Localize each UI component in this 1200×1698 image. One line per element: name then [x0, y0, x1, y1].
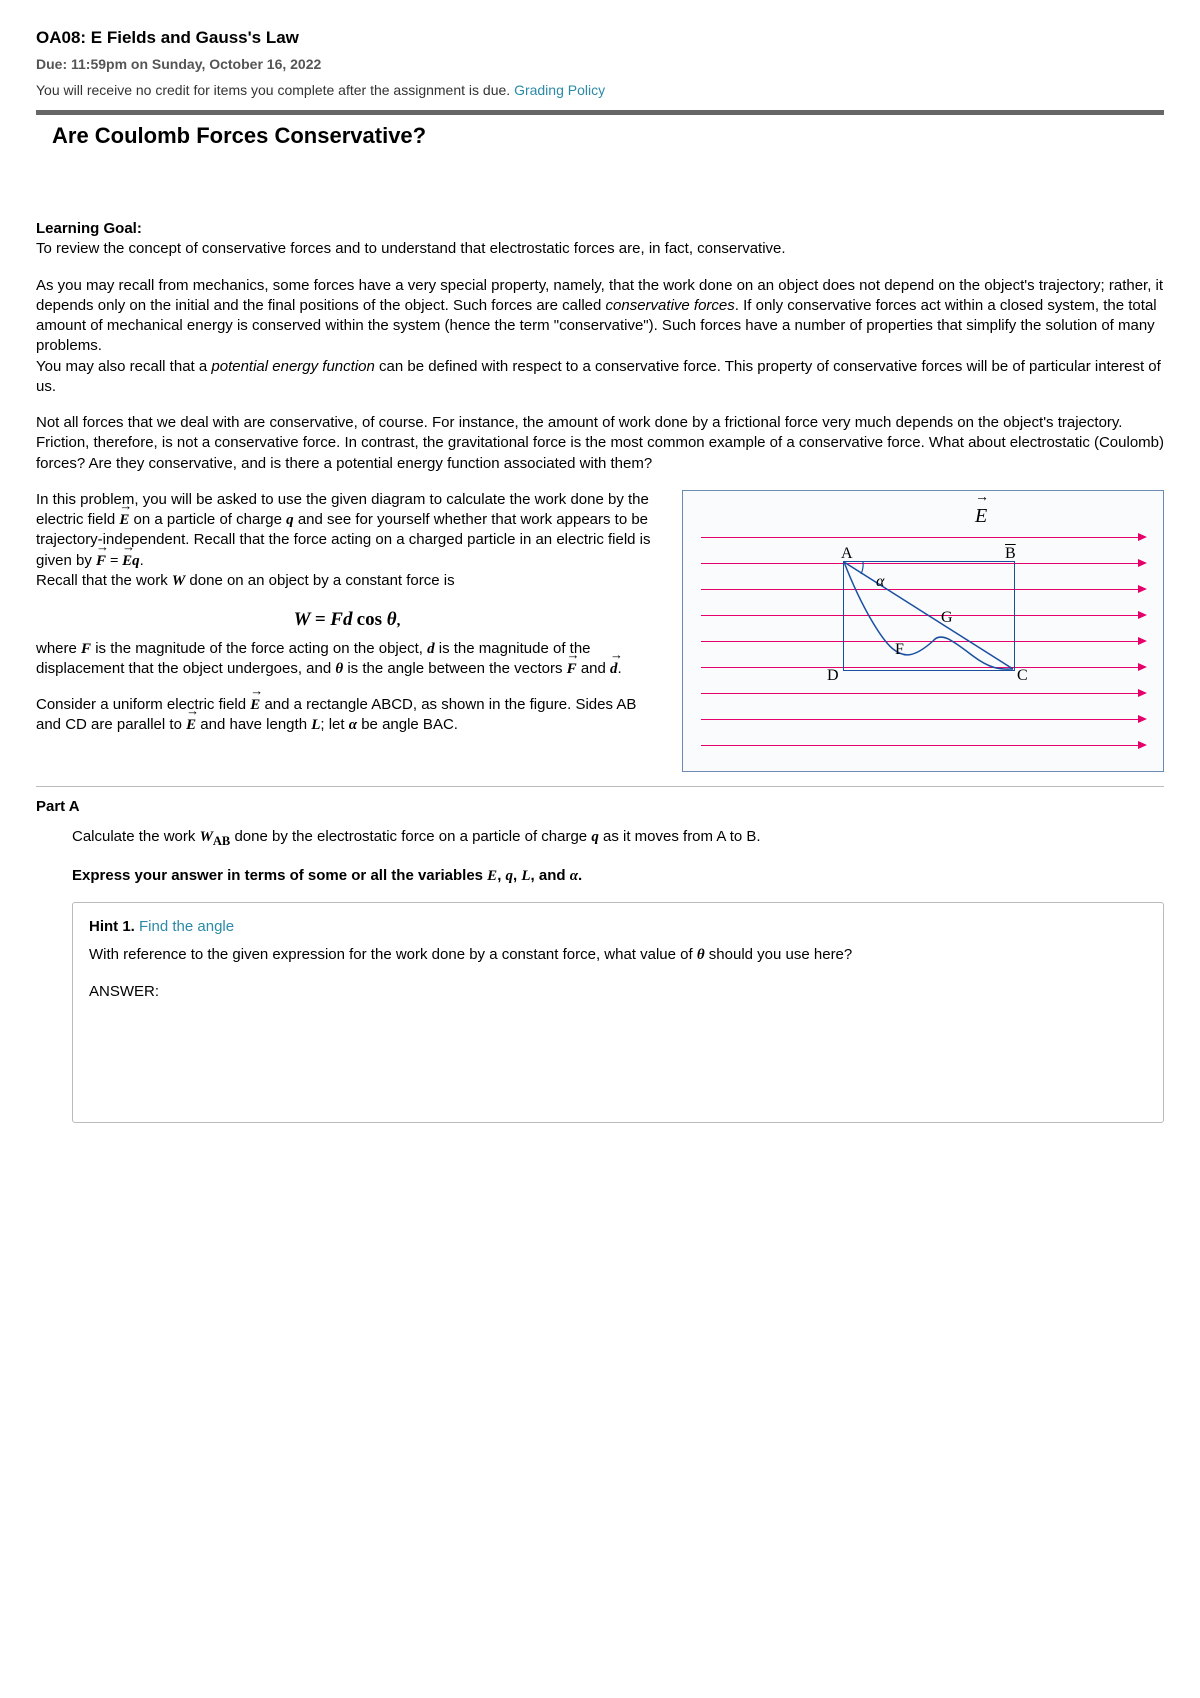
var-F: F — [81, 641, 91, 657]
field-diagram: E A B — [682, 490, 1164, 772]
credit-text: You will receive no credit for items you… — [36, 82, 514, 98]
var-theta: θ — [335, 661, 343, 677]
text: is the angle between the vectors — [343, 660, 566, 677]
section-divider — [36, 110, 1164, 115]
work-formula: W = Fd cos θ, — [36, 607, 658, 633]
label-C: C — [1017, 665, 1028, 687]
var-W: W — [172, 573, 185, 589]
em-conservative: conservative forces — [606, 297, 735, 314]
text: . — [618, 660, 622, 677]
learning-goal: Learning Goal: To review the concept of … — [36, 219, 1164, 260]
text: be angle BAC. — [357, 716, 458, 733]
var-W: W — [294, 609, 311, 630]
hint-number: Hint 1. — [89, 918, 135, 935]
answer-label: ANSWER: — [89, 982, 1147, 1002]
paragraph-4: where F is the magnitude of the force ac… — [36, 639, 658, 680]
text: Consider a uniform electric field — [36, 696, 250, 713]
text: done on an object by a constant force is — [185, 572, 454, 589]
var-F: F — [567, 659, 577, 679]
paragraph-2: Not all forces that we deal with are con… — [36, 413, 1164, 474]
eq: = — [106, 553, 122, 569]
var-d: d — [610, 659, 618, 679]
var-E: E — [487, 868, 497, 884]
var-E: E — [122, 551, 132, 571]
learning-goal-label: Learning Goal: — [36, 220, 142, 237]
var-E: E — [250, 695, 260, 715]
part-divider — [36, 786, 1164, 787]
var-q: q — [591, 829, 599, 845]
assignment-title: OA08: E Fields and Gauss's Law — [36, 28, 1164, 48]
var-E: E — [119, 510, 129, 530]
paragraph-3: In this problem, you will be asked to us… — [36, 490, 658, 591]
comma: , — [397, 613, 401, 629]
var-L: L — [521, 868, 530, 884]
text: and have length — [196, 716, 311, 733]
label-A: A — [841, 543, 853, 565]
credit-line: You will receive no credit for items you… — [36, 82, 1164, 98]
text: You may also recall that a — [36, 358, 211, 375]
text: . — [578, 867, 582, 884]
paragraph-5: Consider a uniform electric field E and … — [36, 695, 658, 736]
var-d: d — [343, 609, 353, 630]
text: and — [577, 660, 610, 677]
var-alpha: α — [570, 868, 578, 884]
text: is the magnitude of the force acting on … — [91, 640, 427, 657]
cos: cos — [357, 609, 387, 630]
var-W: W — [200, 829, 213, 845]
text: Express your answer in terms of some or … — [72, 867, 487, 884]
var-E: E — [186, 715, 196, 735]
part-a-express: Express your answer in terms of some or … — [72, 866, 1164, 886]
section-title: Are Coulomb Forces Conservative? — [52, 123, 1164, 149]
text: , and — [531, 867, 570, 884]
text: Calculate the work — [72, 828, 200, 845]
var-theta: θ — [697, 947, 705, 963]
text: With reference to the given expression f… — [89, 946, 697, 963]
hint-body: With reference to the given expression f… — [89, 945, 1147, 965]
text: ; let — [320, 716, 348, 733]
var-q: q — [132, 553, 140, 569]
text: should you use here? — [705, 946, 853, 963]
hint-subtitle-link[interactable]: Find the angle — [135, 918, 234, 935]
label-D: D — [827, 665, 839, 687]
hint-box: Hint 1. Find the angle With reference to… — [72, 902, 1164, 1123]
label-B: B — [1005, 543, 1016, 565]
text: as it moves from A to B. — [599, 828, 761, 845]
var-theta: θ — [387, 609, 397, 630]
var-q: q — [286, 512, 294, 528]
part-a-label: Part A — [36, 797, 1164, 817]
text: on a particle of charge — [129, 511, 286, 528]
text: done by the electrostatic force on a par… — [230, 828, 591, 845]
sub-AB: AB — [213, 834, 230, 848]
text: Recall that the work — [36, 572, 172, 589]
var-F: F — [330, 609, 343, 630]
eq: = — [315, 609, 331, 630]
due-date: Due: 11:59pm on Sunday, October 16, 2022 — [36, 56, 1164, 72]
hint-title-row: Hint 1. Find the angle — [89, 917, 1147, 937]
var-q: q — [506, 868, 514, 884]
label-alpha: α — [876, 571, 884, 593]
text: where — [36, 640, 81, 657]
diagram-paths — [683, 491, 1163, 771]
var-alpha: α — [349, 717, 357, 733]
var-d: d — [427, 641, 435, 657]
label-F: F — [895, 639, 904, 661]
grading-policy-link[interactable]: Grading Policy — [514, 82, 605, 98]
learning-goal-text: To review the concept of conservative fo… — [36, 240, 786, 257]
label-G: G — [941, 607, 953, 629]
paragraph-1: As you may recall from mechanics, some f… — [36, 276, 1164, 398]
em-potential: potential energy function — [211, 358, 374, 375]
var-F: F — [96, 551, 106, 571]
var-L: L — [311, 717, 320, 733]
part-a-question: Calculate the work WAB done by the elect… — [72, 827, 1164, 850]
text: . — [140, 552, 144, 569]
